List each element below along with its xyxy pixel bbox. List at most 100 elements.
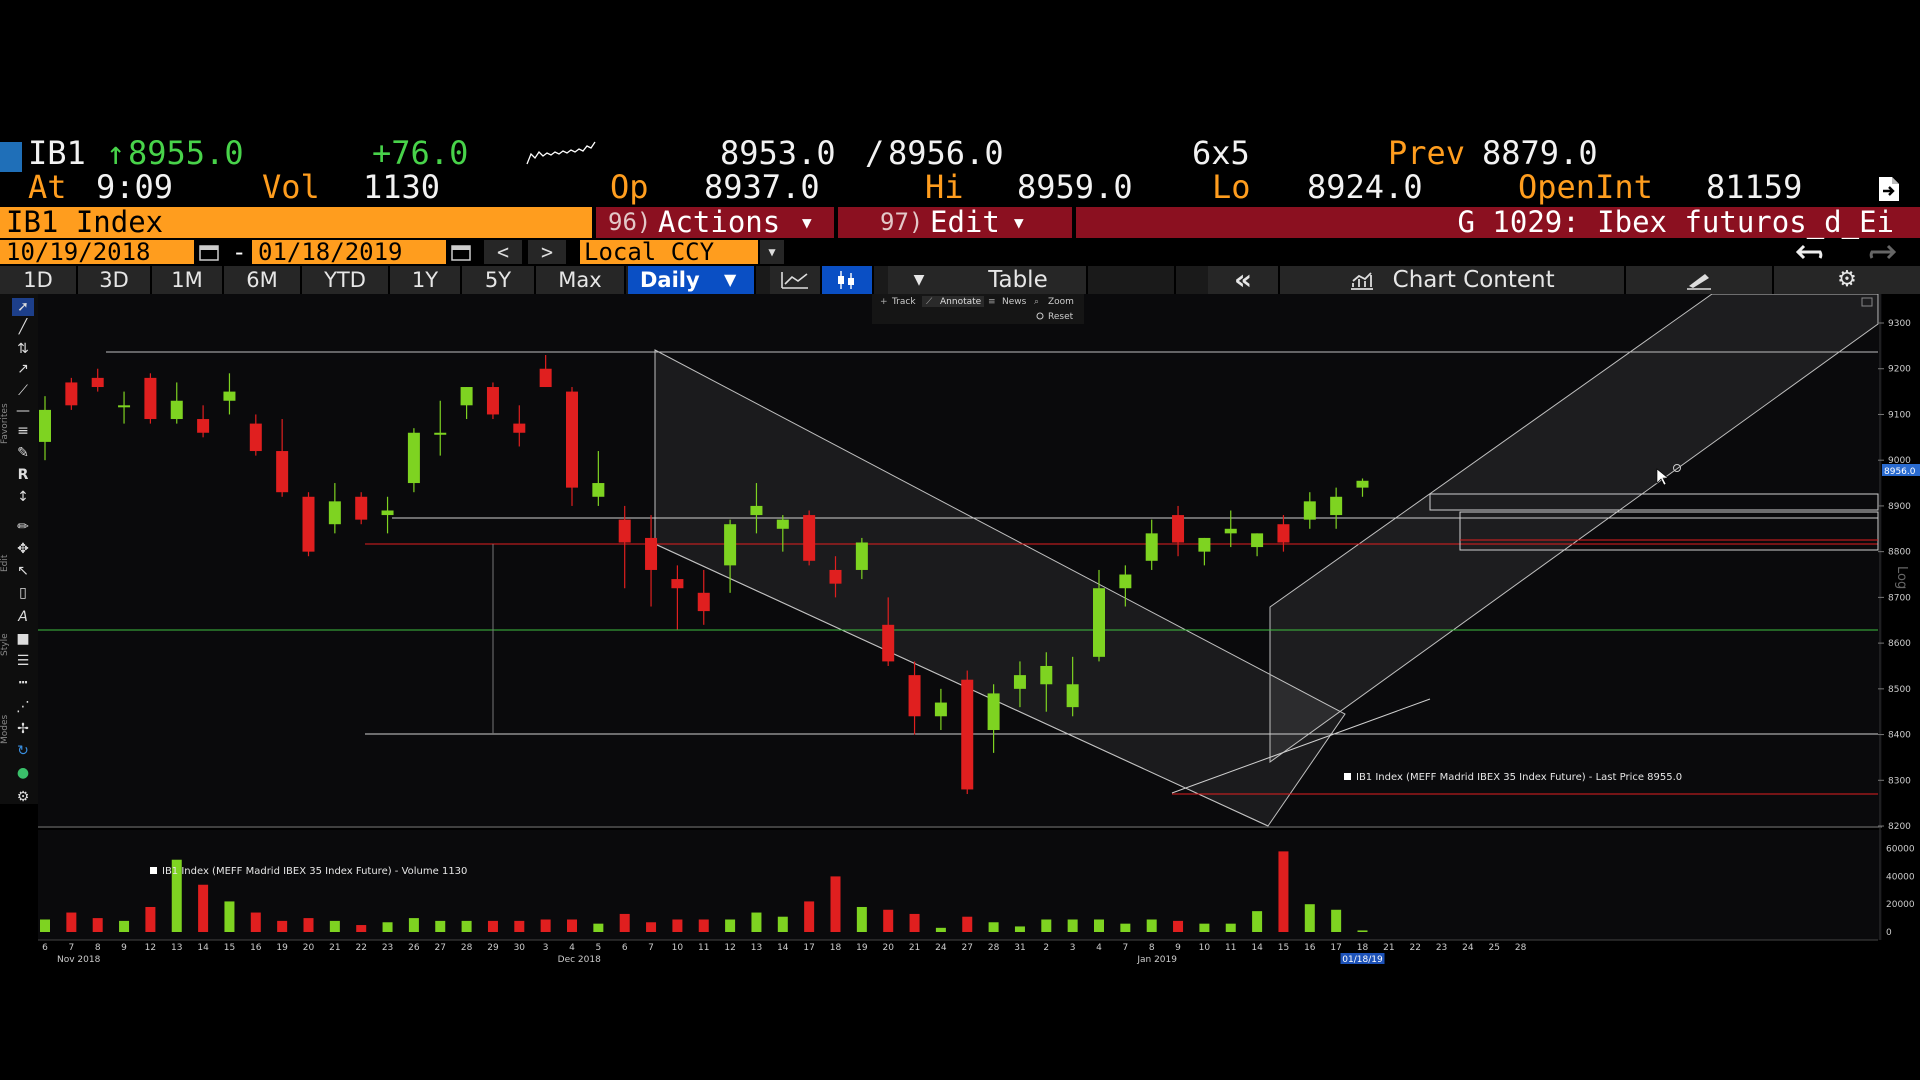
calendar-icon[interactable] [199, 243, 219, 261]
date-tick-label: 3 [1070, 943, 1076, 953]
reset-button[interactable]: Reset [1048, 312, 1074, 322]
date-tick-label: 13 [171, 943, 182, 953]
trash-icon[interactable]: ▯ [19, 585, 27, 601]
zoom-button[interactable]: Zoom [1048, 297, 1074, 307]
chevron-down-icon[interactable]: ▼ [760, 240, 784, 264]
track-button[interactable]: Track [891, 297, 916, 307]
move-icon[interactable]: ✥ [17, 541, 29, 557]
pencil-icon [1687, 274, 1711, 290]
edit-pencil-icon[interactable]: ✏ [17, 519, 29, 535]
export-icon[interactable] [1876, 175, 1902, 203]
gear-icon[interactable]: ⚙ [16, 789, 30, 805]
annotate-button[interactable]: Annotate [940, 297, 982, 307]
retracement-icon[interactable]: R [17, 467, 29, 483]
refresh-icon[interactable]: ↻ [17, 743, 29, 759]
edit-menu[interactable]: 97) Edit ▼ [838, 207, 1072, 238]
date-tick-label: 24 [935, 943, 947, 953]
volume-bar [514, 920, 525, 932]
end-date-field[interactable]: 01/18/2019 [252, 240, 446, 264]
zoom-icon[interactable]: ⌕ [1034, 297, 1039, 307]
annotate-icon[interactable]: ⟋ [926, 297, 933, 307]
gear-icon[interactable]: ⚙ [1774, 266, 1920, 294]
volume-tick-label: 20000 [1886, 900, 1915, 910]
horizontal-line-icon[interactable]: — [16, 403, 30, 419]
candle-body [276, 451, 289, 493]
table-button[interactable]: Table [950, 266, 1088, 294]
candle-body [908, 675, 921, 717]
bid-ask-separator: / [865, 134, 885, 172]
text-tool-icon[interactable]: A [18, 609, 28, 625]
edit-number: 97) [880, 208, 924, 236]
line-style-icon[interactable]: ┅ [18, 675, 28, 691]
candle-body [1145, 533, 1158, 561]
currency-select[interactable]: Local CCY [580, 240, 758, 264]
price-chart[interactable]: 9300920091009000890088008700860085008400… [0, 294, 1920, 970]
date-tick-label: 23 [1436, 943, 1447, 953]
candle-body [1224, 528, 1237, 534]
fibonacci-icon[interactable]: ⇅ [17, 341, 29, 357]
security-field[interactable]: IB1 Index [0, 207, 592, 238]
volume-bar [540, 919, 551, 932]
channel-icon[interactable]: ≡ [17, 423, 29, 439]
range-max[interactable]: Max [536, 266, 626, 294]
prev-period-button[interactable]: < [484, 240, 522, 264]
candle-body [328, 501, 341, 525]
range-6m[interactable]: 6M [224, 266, 302, 294]
date-tick-label: 18 [1357, 943, 1369, 953]
volume-bar [277, 920, 288, 932]
calendar-icon[interactable] [451, 243, 471, 261]
candle-body [803, 515, 816, 561]
date-tick-label: 26 [408, 943, 420, 953]
actions-menu[interactable]: 96) Actions ▼ [596, 207, 834, 238]
candle-body [1330, 496, 1343, 516]
candle-body [1119, 574, 1132, 589]
range-ytd[interactable]: YTD [302, 266, 390, 294]
undo-icon[interactable] [1796, 242, 1830, 262]
line-width-icon[interactable]: ☰ [16, 653, 30, 669]
ray-icon[interactable]: ⟋ [18, 383, 28, 399]
drawing-toolbar: ➚ ╱ ⇅ ↗ ⟋ — ≡ ✎ R ↕ ✏ ✥ ↖ ▯ A ■ ☰ ┅ ⋰ ✢ … [0, 294, 38, 805]
price-tick-label: 9200 [1888, 365, 1911, 375]
range-1y[interactable]: 1Y [390, 266, 462, 294]
chart-content-button[interactable]: Chart Content [1280, 266, 1626, 294]
line-tool-icon[interactable]: ╱ [18, 319, 28, 335]
select-icon[interactable]: ↖ [17, 563, 29, 579]
period-select[interactable]: Daily ▼ [628, 266, 756, 294]
candles [39, 355, 1369, 795]
pen-icon[interactable]: ✎ [17, 445, 29, 461]
magnet-icon[interactable]: ✢ [17, 721, 29, 737]
reset-icon[interactable] [1036, 312, 1044, 320]
candle-body [618, 519, 631, 543]
volume-bar [1041, 919, 1052, 932]
annotation-edit-button[interactable] [1626, 266, 1774, 294]
snap-icon[interactable]: ⋰ [16, 699, 30, 715]
candle-body [592, 483, 605, 497]
fill-color-icon[interactable]: ■ [16, 631, 30, 647]
volume-bar [92, 918, 103, 932]
volume-bar [435, 920, 446, 932]
panel-expand-icon[interactable] [1861, 297, 1873, 307]
chevron-down-icon[interactable]: ▼ [888, 266, 952, 294]
volume-bar [408, 918, 419, 932]
date-tick-label: 18 [830, 943, 842, 953]
next-period-button[interactable]: > [528, 240, 566, 264]
cursor-icon[interactable]: ➚ [12, 298, 34, 316]
volume-bar [830, 876, 841, 932]
range-3d[interactable]: 3D [78, 266, 152, 294]
start-date-field[interactable]: 10/19/2018 [0, 240, 194, 264]
redo-icon[interactable] [1862, 242, 1896, 262]
candlestick-button[interactable] [822, 266, 874, 294]
range-1d[interactable]: 1D [0, 266, 78, 294]
news-button[interactable]: News [1002, 297, 1027, 307]
collapse-button[interactable]: « [1208, 266, 1280, 294]
range-1m[interactable]: 1M [152, 266, 224, 294]
range-5y[interactable]: 5Y [462, 266, 536, 294]
track-icon[interactable]: + [880, 297, 888, 307]
news-icon[interactable]: ≡ [988, 297, 996, 307]
price-panel-bg [38, 294, 1882, 826]
measure-icon[interactable]: ↕ [17, 489, 29, 505]
line-chart-button[interactable] [770, 266, 822, 294]
date-tick-label: 4 [569, 943, 575, 953]
trendline-icon[interactable]: ↗ [17, 361, 29, 377]
palette-icon[interactable]: ● [16, 765, 30, 781]
